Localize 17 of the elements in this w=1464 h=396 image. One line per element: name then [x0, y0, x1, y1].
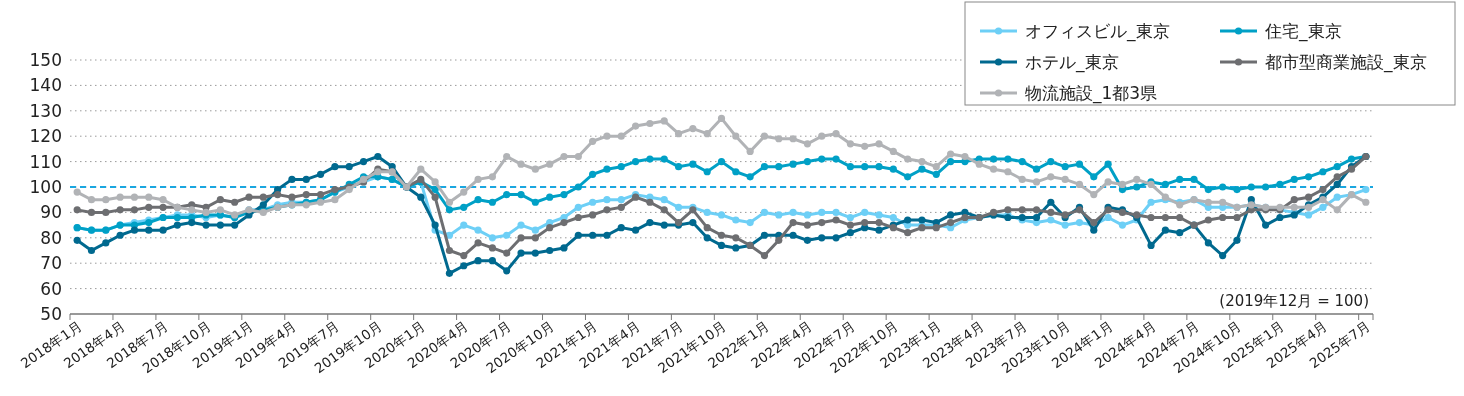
y-tick-label: 70: [40, 253, 62, 274]
y-tick-label: 60: [40, 278, 62, 299]
y-tick-label: 80: [40, 227, 62, 248]
y-tick-label: 120: [29, 126, 62, 147]
legend-label: 都市型商業施設_東京: [1265, 52, 1427, 73]
legend-label: 住宅_東京: [1264, 21, 1342, 42]
legend-label: 物流施設_1都3県: [1025, 83, 1158, 104]
y-tick-label: 50: [40, 304, 62, 324]
y-tick-label: 100: [29, 177, 62, 197]
annotation: (2019年12月 = 100): [1219, 292, 1369, 310]
y-tick-label: 130: [29, 100, 62, 121]
y-tick-label: 90: [40, 202, 62, 223]
y-tick-label: 140: [29, 75, 62, 96]
y-tick-label: 150: [29, 50, 62, 70]
y-tick-label: 110: [29, 151, 62, 172]
legend-label: オフィスビル_東京: [1025, 21, 1170, 42]
legend-label: ホテル_東京: [1025, 52, 1119, 73]
